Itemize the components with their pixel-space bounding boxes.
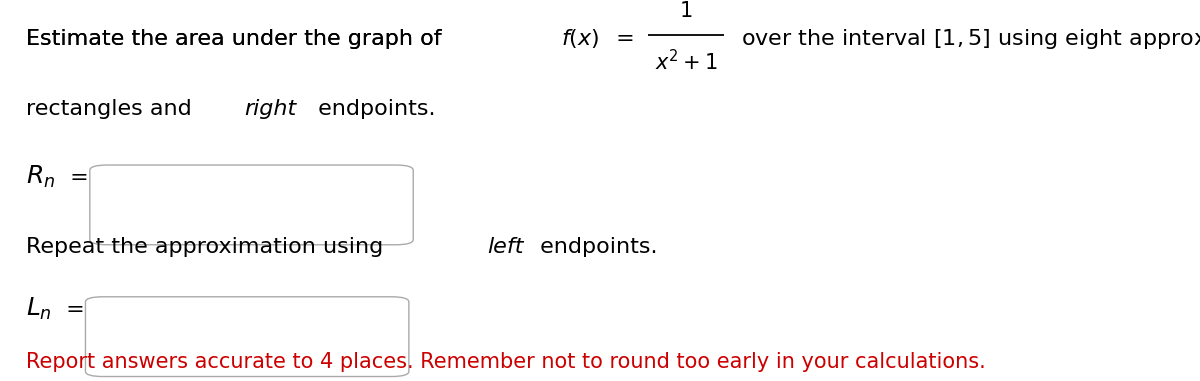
Text: Report answers accurate to 4 places. Remember not to round too early in your cal: Report answers accurate to 4 places. Rem… xyxy=(26,352,986,372)
Text: $R_n$: $R_n$ xyxy=(26,164,55,190)
Text: $x^2 + 1$: $x^2 + 1$ xyxy=(654,49,718,74)
Text: 1: 1 xyxy=(679,1,692,21)
Text: endpoints.: endpoints. xyxy=(311,99,436,119)
FancyBboxPatch shape xyxy=(90,165,413,245)
Text: Estimate the area under the graph of: Estimate the area under the graph of xyxy=(26,29,449,50)
Text: endpoints.: endpoints. xyxy=(533,237,658,258)
Text: right: right xyxy=(245,99,296,119)
Text: =: = xyxy=(59,300,84,320)
Text: =: = xyxy=(610,29,635,50)
Text: over the interval $[1, 5]$ using eight approximating: over the interval $[1, 5]$ using eight a… xyxy=(733,27,1200,51)
Text: Estimate the area under the graph of: Estimate the area under the graph of xyxy=(26,29,449,50)
FancyBboxPatch shape xyxy=(85,297,409,376)
Text: left: left xyxy=(487,237,523,258)
Text: $f(x)$: $f(x)$ xyxy=(560,27,599,50)
Text: $L_n$: $L_n$ xyxy=(26,296,52,322)
Text: Repeat the approximation using: Repeat the approximation using xyxy=(26,237,390,258)
Text: =: = xyxy=(64,168,89,188)
Text: rectangles and: rectangles and xyxy=(26,99,199,119)
